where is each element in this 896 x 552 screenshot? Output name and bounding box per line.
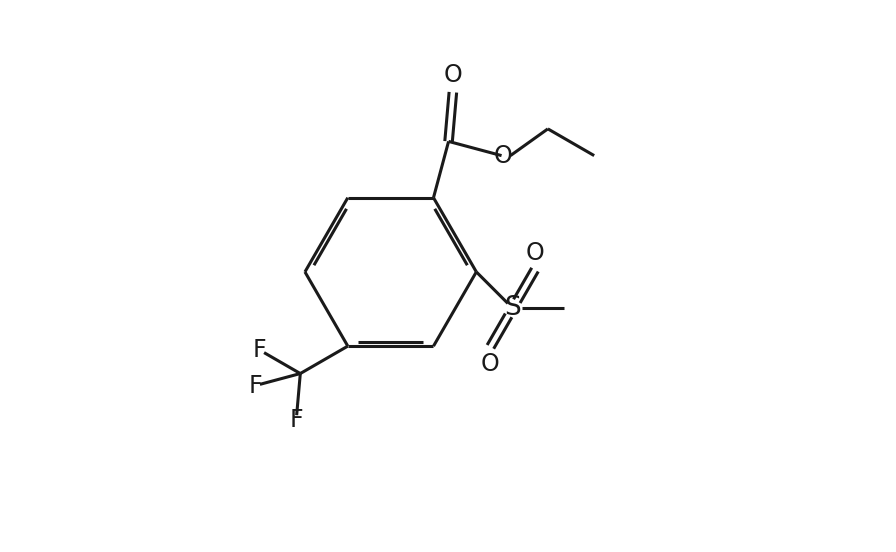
- Text: O: O: [494, 144, 513, 168]
- Text: F: F: [253, 338, 267, 362]
- Text: O: O: [444, 63, 462, 87]
- Text: F: F: [289, 408, 303, 432]
- Text: O: O: [526, 241, 545, 265]
- Text: F: F: [248, 374, 263, 397]
- Text: S: S: [504, 295, 521, 321]
- Text: O: O: [481, 352, 500, 376]
